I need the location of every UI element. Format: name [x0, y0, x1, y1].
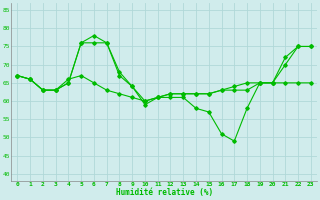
X-axis label: Humidité relative (%): Humidité relative (%): [116, 188, 213, 197]
